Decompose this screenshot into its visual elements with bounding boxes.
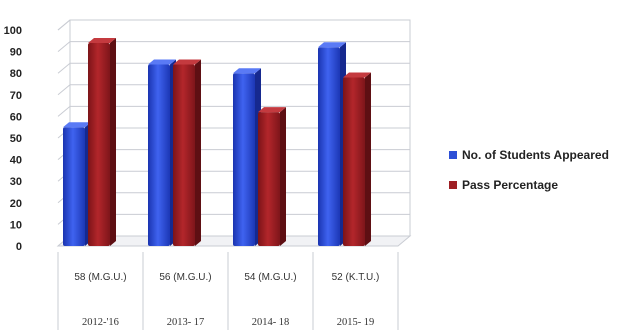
legend-item-pass: Pass Percentage — [449, 177, 609, 193]
bar-top — [173, 59, 201, 65]
bar-side — [280, 107, 286, 246]
gridline-depth — [57, 19, 71, 31]
bar — [88, 37, 116, 247]
bar-front — [343, 77, 365, 247]
bar-front — [318, 47, 340, 246]
bar — [173, 59, 201, 247]
bar — [233, 68, 261, 246]
y-tick-label: 40 — [10, 155, 22, 167]
bar — [63, 122, 91, 246]
bar-front — [173, 64, 195, 246]
legend: No. of Students Appeared Pass Percentage — [449, 147, 609, 207]
bar-top — [258, 107, 286, 113]
category-period-label: 2014- 18 — [252, 317, 290, 328]
y-tick-label: 10 — [10, 219, 22, 231]
gridline-depth — [57, 84, 71, 96]
y-tick-label: 30 — [10, 176, 22, 188]
bar-front — [63, 127, 85, 246]
category-period-label: 2013- 17 — [167, 317, 205, 328]
bar — [258, 107, 286, 246]
y-tick-label: 90 — [10, 47, 22, 59]
category-period-label: 2012-'16 — [82, 317, 119, 328]
category-label: 54 (M.G.U.) — [244, 272, 296, 283]
bar-top — [343, 72, 371, 78]
bar-front — [88, 42, 110, 247]
bar-top — [63, 122, 91, 128]
gridline-depth — [57, 106, 71, 117]
bar-side — [365, 72, 371, 247]
category-label: 56 (M.G.U.) — [159, 272, 211, 283]
bar-side — [195, 59, 201, 247]
y-tick-label: 100 — [4, 25, 22, 37]
bar-top — [233, 68, 261, 74]
category-labels: 58 (M.G.U.) 2012-'16 56 (M.G.U.) 2013- 17 54… — [57, 252, 399, 330]
bar-front — [258, 112, 280, 246]
legend-swatch-pass — [449, 181, 457, 189]
bar — [343, 72, 371, 247]
bar-top — [318, 42, 346, 48]
legend-item-students: No. of Students Appeared — [449, 147, 609, 163]
y-tick-label: 0 — [16, 241, 22, 253]
legend-swatch-students — [449, 151, 457, 159]
y-tick-label: 50 — [10, 133, 22, 145]
y-tick-label: 80 — [10, 68, 22, 80]
y-tick-label: 20 — [10, 198, 22, 210]
bar — [318, 42, 346, 246]
category-period-label: 2015- 19 — [337, 317, 375, 328]
y-tick-label: 70 — [10, 90, 22, 102]
bar-top — [148, 59, 176, 65]
y-axis: 0 10 20 30 40 50 60 70 80 90 100 — [4, 25, 22, 253]
bar-top — [88, 37, 116, 43]
bar — [148, 59, 176, 247]
gridline-depth — [57, 41, 71, 52]
legend-label-students: No. of Students Appeared — [462, 148, 609, 162]
bar-front — [148, 64, 170, 246]
bar-front — [233, 73, 255, 246]
category-label: 52 (K.T.U.) — [332, 272, 380, 283]
bars — [63, 37, 371, 247]
y-tick-label: 60 — [10, 111, 22, 123]
legend-label-pass: Pass Percentage — [462, 178, 559, 192]
gridline-depth — [57, 62, 71, 74]
category-label: 58 (M.G.U.) — [74, 272, 126, 283]
bar-side — [110, 37, 116, 247]
